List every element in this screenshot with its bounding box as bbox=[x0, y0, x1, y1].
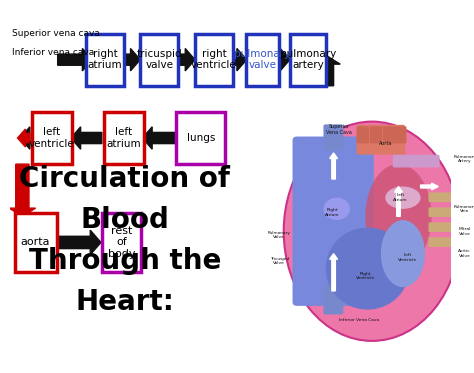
FancyBboxPatch shape bbox=[356, 125, 405, 155]
Text: Pulmonary
Vein: Pulmonary Vein bbox=[453, 204, 474, 213]
Text: Pulmonary
Artery: Pulmonary Artery bbox=[453, 155, 474, 163]
Ellipse shape bbox=[381, 220, 425, 287]
Text: Right
Ventricle: Right Ventricle bbox=[356, 272, 375, 280]
Text: Aorta: Aorta bbox=[379, 141, 392, 146]
FancyBboxPatch shape bbox=[86, 34, 124, 86]
Text: lungs: lungs bbox=[187, 133, 215, 143]
Text: pulmonary
valve: pulmonary valve bbox=[235, 49, 291, 70]
FancyBboxPatch shape bbox=[194, 34, 233, 86]
Text: Circulation of: Circulation of bbox=[19, 165, 230, 193]
FancyBboxPatch shape bbox=[140, 34, 178, 86]
FancyBboxPatch shape bbox=[176, 112, 225, 164]
Ellipse shape bbox=[284, 122, 460, 341]
Text: Heart:: Heart: bbox=[75, 288, 174, 316]
FancyBboxPatch shape bbox=[102, 213, 141, 272]
Text: aorta: aorta bbox=[21, 238, 50, 247]
FancyBboxPatch shape bbox=[246, 34, 279, 86]
Text: pulmonary
artery: pulmonary artery bbox=[280, 49, 336, 70]
FancyBboxPatch shape bbox=[393, 155, 439, 167]
FancyArrow shape bbox=[234, 48, 246, 71]
FancyBboxPatch shape bbox=[428, 192, 461, 202]
Text: Right
Atrium: Right Atrium bbox=[325, 208, 339, 217]
FancyBboxPatch shape bbox=[323, 285, 343, 314]
FancyArrow shape bbox=[58, 230, 101, 255]
Ellipse shape bbox=[326, 228, 410, 310]
FancyBboxPatch shape bbox=[383, 126, 395, 144]
FancyArrow shape bbox=[71, 127, 102, 149]
FancyArrow shape bbox=[329, 254, 337, 291]
Text: Pulmonary
Valve: Pulmonary Valve bbox=[268, 231, 291, 239]
Text: right
ventricle: right ventricle bbox=[191, 49, 237, 70]
FancyArrow shape bbox=[125, 48, 140, 71]
Text: left
atrium: left atrium bbox=[107, 127, 141, 149]
FancyArrow shape bbox=[314, 56, 340, 86]
FancyArrow shape bbox=[179, 48, 195, 71]
Text: Through the: Through the bbox=[28, 247, 221, 275]
FancyArrow shape bbox=[280, 48, 290, 71]
Text: Mitral
Valve: Mitral Valve bbox=[458, 227, 471, 236]
Text: Blood: Blood bbox=[80, 206, 169, 234]
Ellipse shape bbox=[323, 198, 350, 220]
Text: Left
Atrium: Left Atrium bbox=[393, 193, 408, 202]
FancyArrow shape bbox=[58, 48, 92, 71]
FancyArrow shape bbox=[394, 186, 402, 216]
FancyBboxPatch shape bbox=[394, 126, 406, 144]
Text: tricuspid
valve: tricuspid valve bbox=[137, 49, 182, 70]
Text: Inferior vena cava: Inferior vena cava bbox=[12, 48, 94, 57]
FancyBboxPatch shape bbox=[104, 112, 144, 164]
FancyBboxPatch shape bbox=[323, 124, 343, 150]
FancyBboxPatch shape bbox=[290, 34, 326, 86]
FancyBboxPatch shape bbox=[428, 207, 461, 217]
FancyBboxPatch shape bbox=[32, 112, 72, 164]
FancyBboxPatch shape bbox=[15, 213, 56, 272]
Text: Superior
Vena Cava: Superior Vena Cava bbox=[326, 125, 352, 135]
FancyBboxPatch shape bbox=[292, 137, 374, 306]
FancyBboxPatch shape bbox=[428, 222, 461, 232]
Text: Aortic
Valve: Aortic Valve bbox=[458, 249, 471, 258]
FancyBboxPatch shape bbox=[428, 237, 461, 247]
Text: Tricuspid
Valve: Tricuspid Valve bbox=[270, 257, 289, 266]
Text: Superior vena cava: Superior vena cava bbox=[12, 29, 100, 38]
Text: left
ventricle: left ventricle bbox=[29, 127, 75, 149]
Text: Inferior Vena Cava: Inferior Vena Cava bbox=[339, 318, 379, 322]
FancyArrow shape bbox=[18, 129, 30, 147]
Text: Left
Ventricle: Left Ventricle bbox=[398, 253, 417, 262]
FancyArrow shape bbox=[329, 153, 337, 179]
FancyArrow shape bbox=[9, 164, 36, 216]
FancyArrow shape bbox=[142, 127, 179, 149]
FancyBboxPatch shape bbox=[356, 126, 369, 144]
FancyBboxPatch shape bbox=[370, 126, 382, 144]
Ellipse shape bbox=[385, 186, 420, 209]
FancyArrow shape bbox=[420, 183, 438, 190]
Text: right
atrium: right atrium bbox=[88, 49, 122, 70]
Text: rest
of
body: rest of body bbox=[108, 226, 136, 259]
Ellipse shape bbox=[365, 164, 432, 269]
FancyArrow shape bbox=[20, 127, 30, 149]
